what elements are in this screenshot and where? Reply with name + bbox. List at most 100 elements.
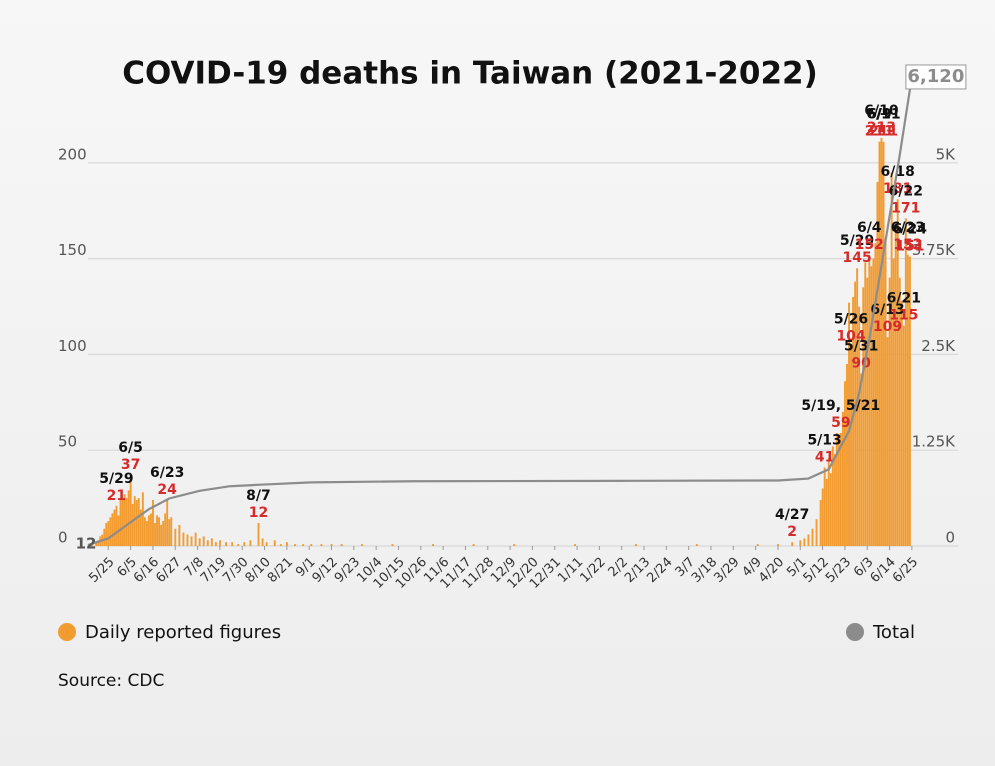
legend-marker [58,623,76,641]
bar [265,542,268,546]
data-label: 59 [831,415,850,431]
data-label: 12 [249,505,268,521]
bar [825,478,828,546]
bar [279,544,282,546]
bar [819,500,822,546]
bar [135,500,138,546]
bar [147,515,150,546]
x-tick-label: 2/24 [644,555,675,586]
y-tick-label: 200 [58,145,87,163]
bar [152,500,154,546]
bar [841,411,844,546]
bar [839,432,842,546]
total-box [905,64,967,90]
chart-title: COVID-19 deaths in Taiwan (2021-2022) [122,56,818,92]
legend-label: Daily reported figures [85,622,281,643]
y-tick-label: 50 [58,433,77,451]
bar [294,544,296,546]
bar [202,536,205,546]
bar [858,306,861,546]
bar [194,532,197,546]
bar [856,268,859,546]
bar [168,519,171,546]
bar [141,492,144,546]
bar [198,538,201,546]
bar [829,473,832,546]
bar [821,488,824,546]
data-label: 24 [157,482,177,498]
bar [131,503,134,546]
date-label: 6/23 [891,220,925,236]
bar [119,498,122,546]
legend-marker [846,623,864,641]
data-label: 109 [873,319,902,335]
date-label: 6/11 [866,107,900,123]
bar [91,544,94,546]
bar [898,277,901,546]
bar [862,287,865,546]
bar [310,544,313,546]
data-label: 171 [891,200,920,216]
date-label: 5/19, 5/21 [801,398,880,414]
data-label: 90 [851,356,871,372]
data-label: 213 [867,120,896,136]
data-label: 21 [107,488,126,504]
bar [823,467,826,546]
data-label: 152 [855,237,884,253]
y-tick-label: 150 [58,241,87,259]
y2-tick-label: 5K [936,145,957,163]
bar [137,498,140,546]
bar [900,300,903,546]
bar [107,521,110,546]
source: Source: CDC [58,671,164,691]
date-label: 5/31 [844,339,878,355]
bar [160,524,163,546]
bar [210,538,213,546]
bar [756,544,759,546]
x-tick-label: 4/20 [756,555,787,586]
bar [121,500,124,546]
bar [123,494,126,546]
bar [302,544,305,546]
bar [115,505,118,546]
y-tick-label: 0 [58,529,68,547]
bar [127,490,130,546]
date-label: 6/24 [893,222,928,238]
data-label: 181 [883,181,912,197]
bar [257,523,260,546]
date-label: 6/4 [857,220,882,236]
data-label: 211 [865,124,894,140]
bar [237,544,240,546]
date-label: 6/9 [867,107,892,123]
bar [219,540,221,546]
bar [214,542,217,546]
bar [874,243,877,546]
data-label: 37 [121,457,140,473]
bar [904,218,907,546]
y2-tick-label: 3.75K [912,241,956,259]
bar [892,258,895,546]
bar [850,346,853,546]
bar [170,517,173,546]
data-label: 152 [893,237,922,253]
bar [166,500,169,546]
bar [886,337,889,546]
bar [876,181,879,546]
bar [391,544,394,546]
bar [872,258,875,546]
x-tick-label: 1/22 [577,555,608,586]
bar [243,542,246,546]
bar [156,515,158,546]
bar [231,542,234,546]
bar [154,523,156,546]
date-label: 4/27 [775,507,809,523]
x-tick-label: 6/25 [890,555,921,586]
bar [791,542,794,546]
bar [133,496,136,546]
bar [894,229,897,547]
bar [906,254,909,546]
bar [225,542,227,546]
bar [574,544,577,546]
bar [833,454,836,546]
bar [261,538,264,546]
